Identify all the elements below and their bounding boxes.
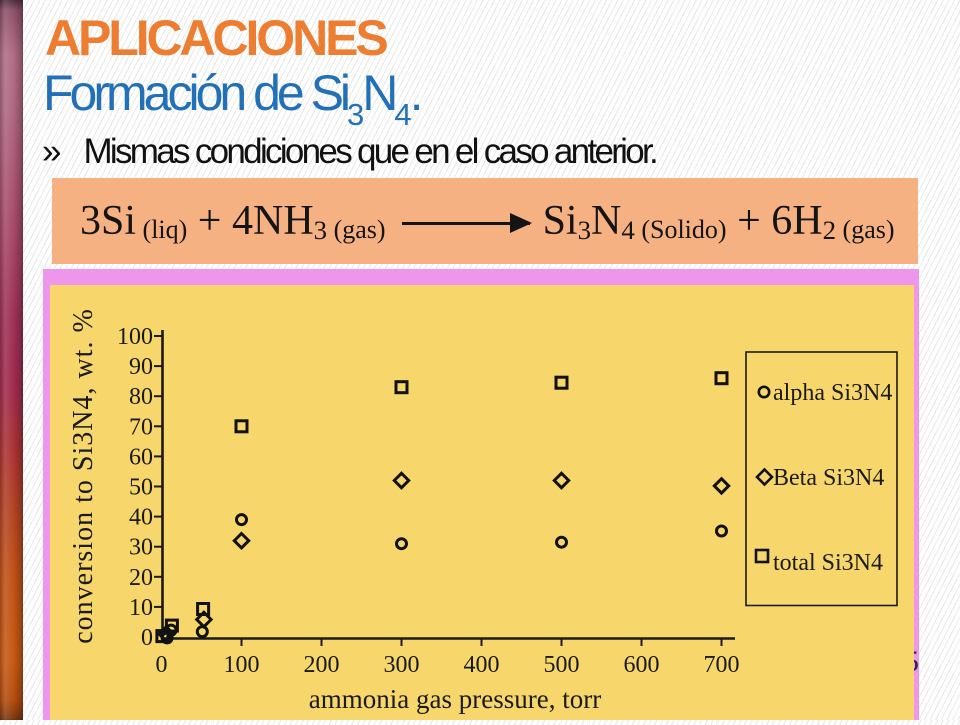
svg-text:90: 90	[129, 354, 153, 380]
svg-text:alpha Si3N4: alpha Si3N4	[773, 380, 892, 406]
svg-text:20: 20	[129, 565, 153, 591]
svg-text:10: 10	[129, 595, 153, 621]
svg-text:0: 0	[156, 652, 168, 678]
svg-text:30: 30	[129, 535, 153, 561]
svg-text:300: 300	[384, 652, 420, 678]
svg-text:Beta Si3N4: Beta Si3N4	[773, 465, 884, 491]
svg-text:60: 60	[129, 444, 153, 470]
svg-text:70: 70	[129, 414, 153, 440]
svg-text:40: 40	[129, 505, 153, 531]
svg-text:700: 700	[704, 652, 740, 678]
svg-text:0: 0	[141, 625, 153, 651]
svg-text:50: 50	[129, 475, 153, 501]
svg-text:ammonia gas pressure, torr: ammonia gas pressure, torr	[309, 684, 601, 714]
svg-text:600: 600	[624, 652, 660, 678]
svg-text:100: 100	[224, 652, 260, 678]
svg-text:200: 200	[304, 652, 340, 678]
svg-text:500: 500	[544, 652, 580, 678]
svg-text:100: 100	[117, 324, 153, 350]
svg-text:400: 400	[464, 652, 500, 678]
svg-text:total Si3N4: total Si3N4	[773, 550, 883, 576]
svg-text:conversion to Si3N4, wt. %: conversion to Si3N4, wt. %	[68, 308, 99, 644]
svg-text:80: 80	[129, 384, 153, 410]
